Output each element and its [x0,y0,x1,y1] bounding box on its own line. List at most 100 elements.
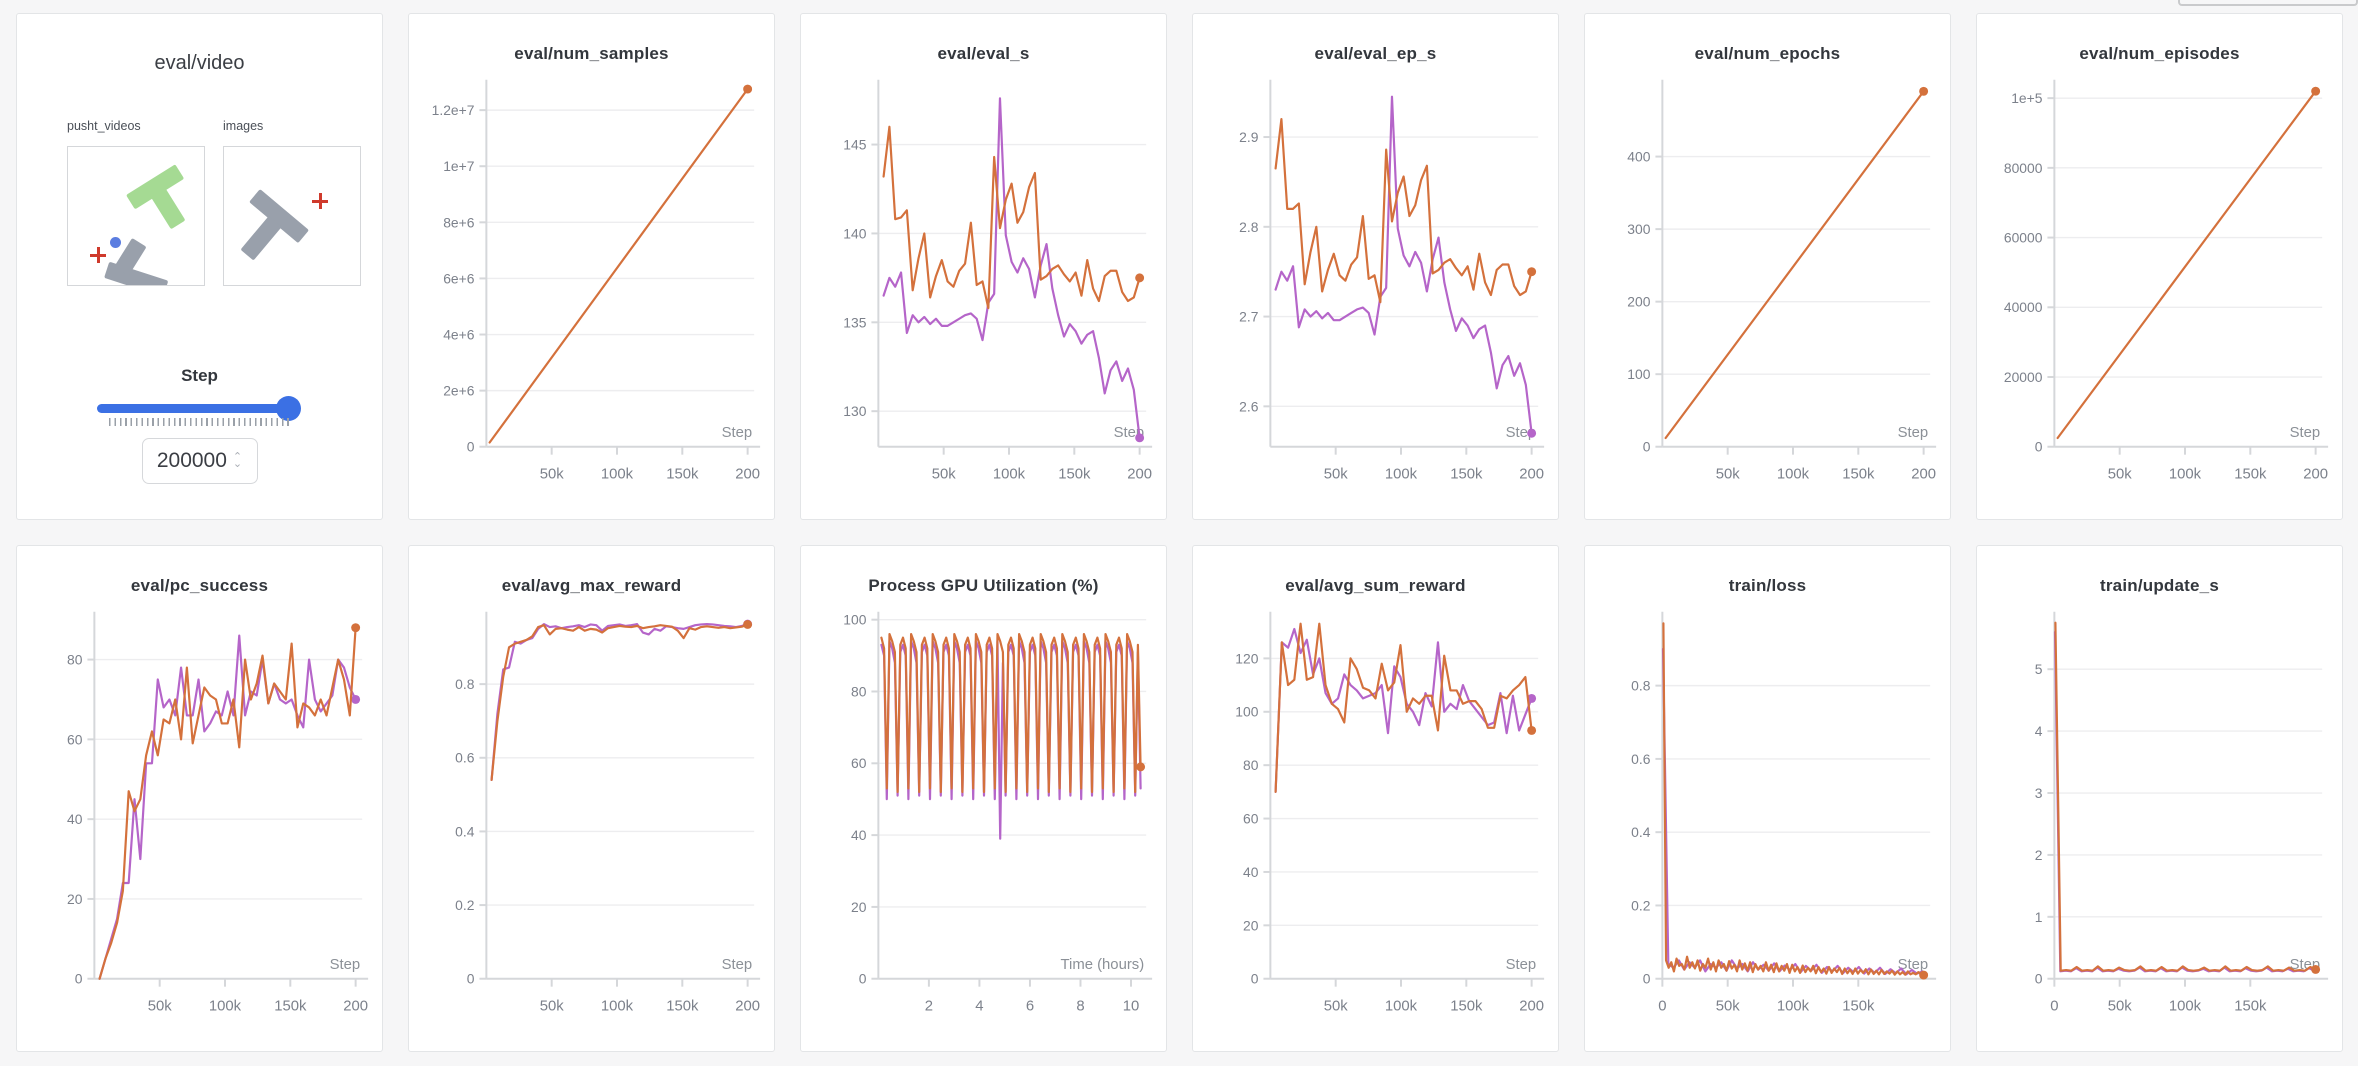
svg-text:200: 200 [1127,466,1152,482]
svg-text:135: 135 [843,314,866,330]
agent-dot-icon [110,237,121,248]
svg-text:1e+7: 1e+7 [443,158,475,174]
svg-text:4e+6: 4e+6 [443,326,475,342]
svg-text:0: 0 [75,971,83,987]
svg-text:80000: 80000 [2004,160,2043,176]
stepper-arrows-icon[interactable] [233,454,242,468]
svg-text:150k: 150k [1450,466,1483,482]
svg-text:40000: 40000 [2004,299,2043,315]
svg-text:100: 100 [1235,704,1258,720]
svg-text:0.8: 0.8 [455,676,475,692]
panel-eval-num-epochs[interactable]: eval/num_epochs 0 100 200 300 400 50k 100k 150k… [1584,13,1951,520]
svg-text:100k: 100k [1777,466,1810,482]
svg-text:0: 0 [1643,971,1651,987]
panel-train-loss[interactable]: train/loss 0 0.2 0.4 0.6 0.8 0 50k 100k 150k Step [1584,545,1951,1052]
panel-eval-num-samples[interactable]: eval/num_samples 0 2e+6 4e+6 6e+6 8e+6 1e+7 1.… [408,13,775,520]
svg-text:80: 80 [1243,757,1259,773]
chart-title: eval/num_epochs [1694,44,1841,63]
svg-text:300: 300 [1627,221,1650,237]
panel-eval-avg-max-reward[interactable]: eval/avg_max_reward 0 0.2 0.4 0.6 0.8 50k 100k… [408,545,775,1052]
target-cross-icon [312,193,328,209]
svg-text:2.7: 2.7 [1239,309,1259,325]
chart-eval-pc-success[interactable]: 0 20 40 60 80 50k 100k 150k 200 Step [17,604,382,1044]
chart-eval-eval-ep-s[interactable]: 2.6 2.7 2.8 2.9 50k 100k 150k 200 Step [1193,72,1558,512]
svg-text:200: 200 [735,466,760,482]
chart-title: eval/avg_max_reward [501,576,682,595]
svg-text:0.8: 0.8 [1631,678,1651,694]
step-slider-track[interactable] [97,396,301,421]
panel-eval-avg-sum-reward[interactable]: eval/avg_sum_reward 0 20 40 60 80 100 120 50k 10… [1192,545,1559,1052]
panel-eval-num-episodes[interactable]: eval/num_episodes 0 20000 40000 60000 80000 1… [1976,13,2343,520]
chart-gpu-utilization[interactable]: 0 20 40 60 80 100 2 4 6 8 10 Time (hours) [801,604,1166,1044]
svg-text:0: 0 [2035,971,2043,987]
svg-text:Step: Step [1898,957,1929,973]
chart-title: eval/eval_s [937,44,1030,63]
svg-text:150k: 150k [666,998,699,1014]
media-thumbnail-images[interactable] [223,146,361,286]
step-value: 200000 [156,449,227,472]
media-thumbnail-pusht-videos[interactable] [67,146,205,286]
panel-train-update-s[interactable]: train/update_s 0 1 2 3 4 5 0 50k 100k 150k Step [1976,545,2343,1052]
svg-text:0: 0 [1251,971,1259,987]
svg-text:40: 40 [851,827,867,843]
svg-text:0.6: 0.6 [1631,751,1651,767]
panel-eval-eval-s[interactable]: eval/eval_s 130 135 140 145 50k 100k 150k 200 St… [800,13,1167,520]
svg-text:20: 20 [851,899,867,915]
svg-text:Step: Step [2290,425,2321,441]
svg-text:1: 1 [2035,909,2043,925]
chart-title: eval/num_samples [514,44,669,63]
svg-text:60: 60 [851,755,867,771]
svg-text:200: 200 [1519,466,1544,482]
svg-text:80: 80 [67,652,83,668]
svg-text:60: 60 [67,731,83,747]
svg-text:50k: 50k [540,998,565,1014]
panel-gpu-utilization[interactable]: Process GPU Utilization (%) 0 20 40 60 80 100… [800,545,1167,1052]
svg-text:100k: 100k [993,466,1026,482]
panel-edge-artifact [2178,0,2358,6]
svg-text:120: 120 [1235,650,1258,666]
panel-eval-eval-ep-s[interactable]: eval/eval_ep_s 2.6 2.7 2.8 2.9 50k 100k 150k 20… [1192,13,1559,520]
chart-train-loss[interactable]: 0 0.2 0.4 0.6 0.8 0 50k 100k 150k Step [1585,604,1950,1044]
chart-eval-num-episodes[interactable]: 0 20000 40000 60000 80000 1e+5 50k 100k 150k 200 S… [1977,72,2342,512]
svg-text:145: 145 [843,137,866,153]
svg-text:4: 4 [2035,723,2043,739]
step-number-input[interactable]: 200000 [141,438,258,484]
svg-text:2e+6: 2e+6 [443,383,475,399]
panel-eval-pc-success[interactable]: eval/pc_success 0 20 40 60 80 50k 100k 150k 200 S… [16,545,383,1052]
chart-title: train/update_s [2100,576,2219,595]
media-item-label: images [223,119,264,133]
svg-text:Step: Step [1506,957,1537,973]
svg-text:6: 6 [1026,998,1034,1014]
svg-text:40: 40 [67,811,83,827]
chart-eval-num-epochs[interactable]: 0 100 200 300 400 50k 100k 150k 200 Step [1585,72,1950,512]
svg-text:100: 100 [1627,366,1650,382]
chart-eval-avg-sum-reward[interactable]: 0 20 40 60 80 100 120 50k 100k 150k 200 Step [1193,604,1558,1044]
svg-text:150k: 150k [1842,466,1875,482]
svg-text:5: 5 [2035,661,2043,677]
step-slider-thumb[interactable] [276,396,301,421]
svg-text:200: 200 [1627,294,1650,310]
svg-text:20000: 20000 [2004,369,2043,385]
chart-eval-num-samples[interactable]: 0 2e+6 4e+6 6e+6 8e+6 1e+7 1.2e+7 50k 100k 150k 20… [409,72,774,512]
svg-text:Step: Step [1898,425,1929,441]
panel-eval-video[interactable]: eval/video pusht_videos images [16,13,383,520]
svg-text:100k: 100k [1777,998,1810,1014]
svg-text:10: 10 [1123,998,1140,1014]
svg-text:4: 4 [975,998,983,1014]
chart-title: eval/pc_success [130,576,269,595]
svg-text:2.6: 2.6 [1239,398,1259,414]
chart-eval-avg-max-reward[interactable]: 0 0.2 0.4 0.6 0.8 50k 100k 150k 200 Step [409,604,774,1044]
svg-text:50k: 50k [1716,998,1741,1014]
svg-text:200: 200 [735,998,760,1014]
svg-text:100k: 100k [2169,466,2202,482]
svg-text:150k: 150k [1058,466,1091,482]
panel-grid: eval/video pusht_videos images [16,13,2343,1052]
svg-text:150k: 150k [1842,998,1875,1014]
svg-text:150k: 150k [666,466,699,482]
svg-text:200: 200 [2303,466,2328,482]
svg-text:150k: 150k [2234,998,2267,1014]
svg-text:2: 2 [2035,847,2043,863]
